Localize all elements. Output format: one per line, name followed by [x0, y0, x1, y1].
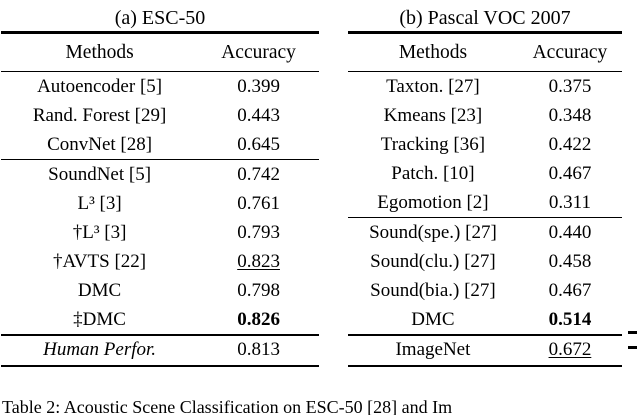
cropped-adjacent-text-fragment [628, 331, 637, 334]
method-cell: †AVTS [22] [53, 250, 147, 272]
cropped-adjacent-text-fragment [628, 346, 637, 349]
table-pascal-voc: (b) Pascal VOC 2007 Methods Accuracy Tax… [348, 6, 622, 367]
accuracy-cell: 0.672 [548, 339, 592, 361]
accuracy-cell: 0.311 [548, 191, 591, 213]
accuracy-cell: 0.798 [237, 279, 280, 301]
table-b-title: (b) Pascal VOC 2007 [399, 7, 571, 29]
accuracy-cell: 0.742 [237, 163, 280, 185]
table-row: ImageNet 0.672 [348, 336, 622, 365]
table-rule [348, 71, 622, 73]
accuracy-cell: 0.645 [237, 133, 280, 155]
table-caption: Table 2: Acoustic Scene Classification o… [2, 397, 453, 415]
table-row: SoundNet [5] 0.742 [1, 160, 319, 189]
column-header-accuracy: Accuracy [221, 41, 296, 63]
table-row: Kmeans [23] 0.348 [348, 101, 622, 130]
table-rule [1, 334, 319, 336]
table-row: Human Perfor. 0.813 [1, 336, 319, 365]
table-row: Patch. [10] 0.467 [348, 159, 622, 188]
table-rule [348, 334, 622, 336]
table-row: Tracking [36] 0.422 [348, 130, 622, 159]
table-row: Rand. Forest [29] 0.443 [1, 101, 319, 130]
accuracy-cell: 0.375 [548, 75, 592, 97]
accuracy-cell: 0.467 [548, 279, 592, 301]
accuracy-cell: 0.348 [548, 104, 592, 126]
method-cell: Human Perfor. [43, 339, 157, 361]
table-rule [1, 71, 319, 73]
table-rule-top [1, 31, 319, 34]
accuracy-cell: 0.458 [548, 250, 592, 272]
accuracy-cell: 0.399 [237, 75, 280, 97]
accuracy-cell: 0.826 [237, 308, 280, 330]
accuracy-cell: 0.793 [237, 221, 280, 243]
table-header-row: Methods Accuracy [1, 34, 319, 71]
table-row: †AVTS [22] 0.823 [1, 247, 319, 276]
method-cell: ‡DMC [73, 308, 126, 330]
table-rule-top [348, 31, 622, 34]
method-cell: Patch. [10] [391, 162, 475, 184]
accuracy-cell: 0.514 [548, 308, 592, 330]
accuracy-cell: 0.422 [548, 133, 592, 155]
table-row: Taxton. [27] 0.375 [348, 72, 622, 101]
method-cell: ConvNet [28] [47, 133, 153, 155]
method-cell: Tracking [36] [380, 133, 486, 155]
method-cell: Sound(spe.) [27] [369, 221, 497, 243]
table-rule-bottom [1, 364, 319, 367]
table-row: Sound(clu.) [27] 0.458 [348, 247, 622, 276]
table-rule [348, 217, 622, 219]
table-row: L³ [3] 0.761 [1, 189, 319, 218]
method-cell: L³ [3] [77, 192, 122, 214]
method-cell: Sound(bia.) [27] [370, 279, 496, 301]
table-header-row: Methods Accuracy [348, 34, 622, 71]
accuracy-cell: 0.761 [237, 192, 280, 214]
method-cell: DMC [411, 308, 455, 330]
method-cell: DMC [77, 279, 122, 301]
column-header-methods: Methods [65, 41, 134, 63]
table-row: DMC 0.798 [1, 276, 319, 305]
table-rule [1, 159, 319, 161]
accuracy-cell: 0.823 [237, 250, 280, 272]
method-cell: Autoencoder [5] [37, 75, 163, 97]
column-header-accuracy: Accuracy [532, 41, 608, 63]
table-row: Autoencoder [5] 0.399 [1, 72, 319, 101]
method-cell: ImageNet [395, 339, 471, 361]
table-row: †L³ [3] 0.793 [1, 218, 319, 247]
table-row: ConvNet [28] 0.645 [1, 130, 319, 159]
accuracy-cell: 0.443 [237, 104, 280, 126]
accuracy-cell: 0.813 [237, 339, 280, 361]
accuracy-cell: 0.440 [548, 221, 592, 243]
table-rule-bottom [348, 364, 622, 367]
method-cell: Rand. Forest [29] [32, 104, 167, 126]
method-cell: Sound(clu.) [27] [370, 250, 496, 272]
table-row: Sound(bia.) [27] 0.467 [348, 276, 622, 305]
method-cell: SoundNet [5] [48, 163, 152, 185]
table-esc50: (a) ESC-50 Methods Accuracy Autoencoder … [1, 6, 319, 367]
method-cell: Kmeans [23] [383, 104, 483, 126]
table-row: ‡DMC 0.826 [1, 305, 319, 334]
table-a-title: (a) ESC-50 [114, 7, 206, 29]
accuracy-cell: 0.467 [548, 162, 592, 184]
column-header-methods: Methods [398, 41, 468, 63]
table-row: Egomotion [2] 0.311 [348, 188, 622, 217]
method-cell: Egomotion [2] [377, 191, 489, 213]
method-cell: †L³ [3] [72, 221, 127, 243]
table-row: DMC 0.514 [348, 305, 622, 334]
table-row: Sound(spe.) [27] 0.440 [348, 218, 622, 247]
method-cell: Taxton. [27] [386, 75, 480, 97]
